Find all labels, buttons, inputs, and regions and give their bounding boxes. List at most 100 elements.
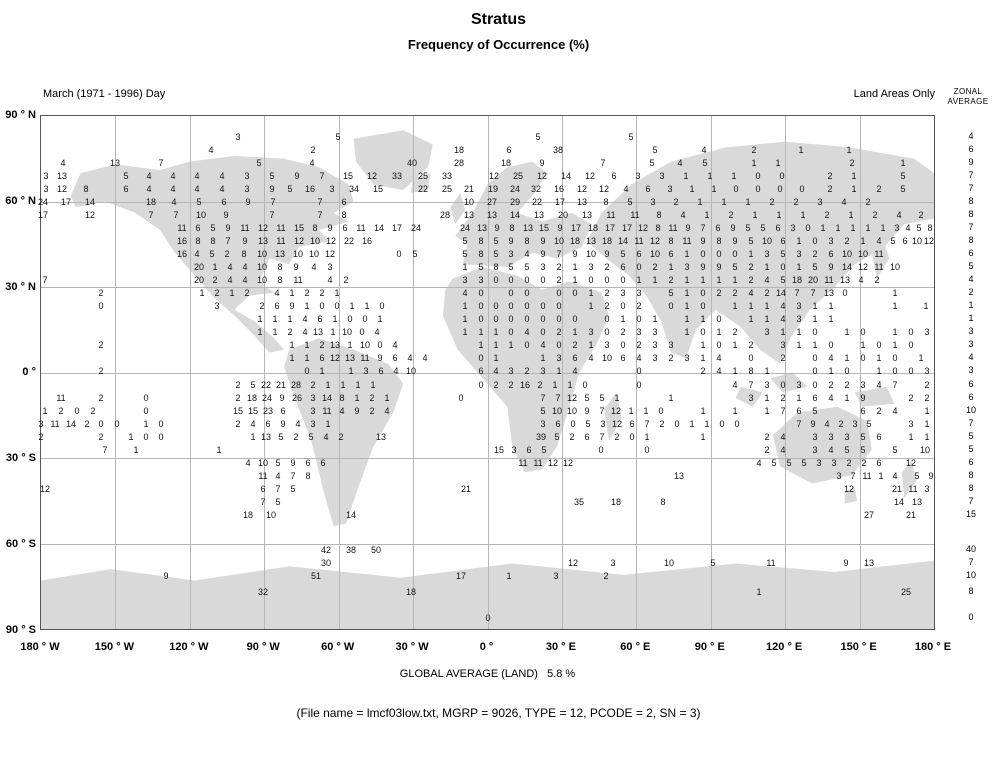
grid-value: 3	[553, 571, 559, 581]
grid-value: 15	[372, 184, 384, 194]
grid-value: 6	[775, 223, 781, 233]
grid-value: 2	[620, 327, 626, 337]
grid-value: 2	[636, 301, 642, 311]
grid-value: 11	[874, 262, 884, 272]
grid-value: 10	[256, 275, 268, 285]
grid-value: 1	[732, 340, 738, 350]
grid-value: 4	[302, 327, 308, 337]
lon-label: 60 ° E	[620, 641, 651, 653]
grid-value: 6	[123, 184, 129, 194]
grid-value: 0	[98, 301, 104, 311]
grid-value: 6	[221, 197, 227, 207]
grid-value: 8	[277, 275, 283, 285]
grid-value: 0	[493, 275, 499, 285]
grid-value: 2	[764, 445, 770, 455]
grid-value: 0	[780, 262, 786, 272]
grid-value: 13	[533, 210, 545, 220]
grid-value: 3	[310, 406, 316, 416]
grid-value: 4	[384, 406, 390, 416]
page-subtitle: Frequency of Occurrence (%)	[407, 37, 590, 52]
zonal-average-value: 2	[968, 287, 974, 297]
grid-value: 12	[325, 236, 337, 246]
grid-value: 5	[250, 380, 256, 390]
grid-value: 4	[824, 419, 830, 429]
grid-value: 5	[599, 393, 605, 403]
grid-value: 0	[716, 340, 722, 350]
grid-value: 15	[538, 223, 550, 233]
grid-value: 2	[369, 406, 375, 416]
grid-value: 4	[170, 171, 176, 181]
grid-value: 0	[478, 301, 484, 311]
grid-value: 8	[660, 497, 666, 507]
grid-value: 3	[924, 484, 930, 494]
zonal-average-value: 7	[968, 557, 974, 567]
grid-value: 8	[748, 366, 754, 376]
grid-value: 42	[320, 545, 332, 555]
grid-value: 13	[56, 171, 68, 181]
grid-value: 2	[780, 393, 786, 403]
grid-value: 9	[732, 236, 738, 246]
grid-value: 1	[800, 210, 806, 220]
grid-value: 2	[849, 158, 855, 168]
grid-value: 17	[604, 223, 616, 233]
grid-value: 3	[620, 288, 626, 298]
grid-value: 2	[604, 288, 610, 298]
grid-value: 27	[486, 197, 498, 207]
grid-value: 2	[244, 288, 250, 298]
grid-value: 3	[796, 249, 802, 259]
grid-value: 16	[519, 380, 531, 390]
grid-value: 1	[732, 406, 738, 416]
grid-value: 5	[900, 171, 906, 181]
grid-value: 12	[324, 249, 336, 259]
grid-value: 6	[320, 458, 326, 468]
grid-value: 1	[216, 445, 222, 455]
grid-value: 5	[900, 184, 906, 194]
grid-value: 14	[509, 210, 521, 220]
grid-value: 1	[924, 406, 930, 416]
grid-value: 2	[793, 197, 799, 207]
grid-value: 4	[780, 301, 786, 311]
grid-value: 2	[310, 380, 316, 390]
grid-value: 3	[684, 353, 690, 363]
grid-value: 11	[668, 223, 678, 233]
grid-value: 0	[812, 353, 818, 363]
grid-value: 2	[212, 275, 218, 285]
grid-value: 0	[716, 314, 722, 324]
grid-value: 8	[83, 184, 89, 194]
grid-value: 13	[911, 497, 923, 507]
grid-value: 21	[460, 484, 472, 494]
zonal-average-value: 7	[968, 170, 974, 180]
grid-value: 4	[309, 158, 315, 168]
grid-value: 1	[764, 314, 770, 324]
grid-value: 15	[293, 223, 305, 233]
grid-value: 1	[745, 197, 751, 207]
grid-value: 4	[756, 458, 762, 468]
grid-value: 3	[363, 366, 369, 376]
grid-value: 5	[812, 262, 818, 272]
zonal-average-value: 15	[965, 509, 976, 519]
grid-value: 5	[462, 236, 468, 246]
grid-value: 4	[219, 171, 225, 181]
grid-value: 5	[760, 223, 766, 233]
grid-value: 2	[732, 327, 738, 337]
grid-value: 9	[700, 262, 706, 272]
island-sulawesi	[770, 372, 808, 393]
grid-value: 7	[540, 393, 546, 403]
grid-value: 2	[668, 353, 674, 363]
grid-value: 50	[370, 545, 382, 555]
grid-value: 11	[908, 484, 918, 494]
grid-value: 15	[232, 406, 244, 416]
grid-value: 0	[700, 249, 706, 259]
grid-value: 18	[145, 197, 157, 207]
grid-value: 13	[486, 210, 498, 220]
grid-value: 7	[148, 210, 154, 220]
zonal-average-value: 40	[965, 544, 976, 554]
grid-value: 2	[369, 393, 375, 403]
grid-value: 0	[458, 393, 464, 403]
zonal-average-value: 7	[968, 183, 974, 193]
grid-value: 0	[540, 327, 546, 337]
grid-value: 5	[540, 406, 546, 416]
grid-value: 1	[796, 236, 802, 246]
grid-value: 17	[60, 197, 72, 207]
grid-value: 0	[908, 327, 914, 337]
